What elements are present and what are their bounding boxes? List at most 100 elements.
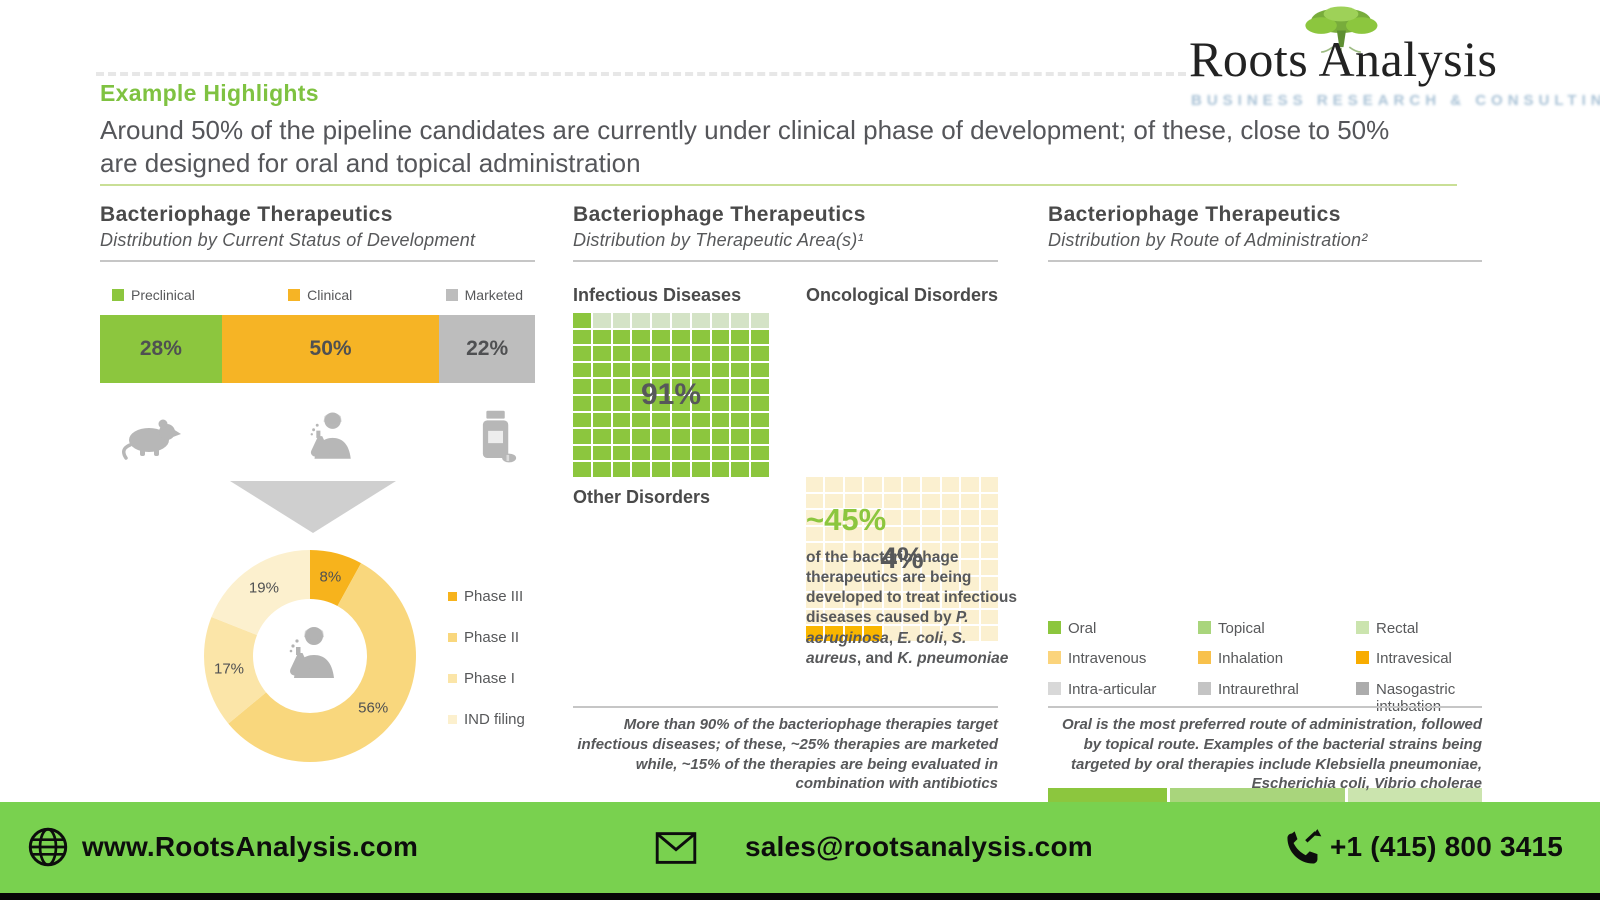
bar-segment-value: 28% xyxy=(139,337,182,360)
waffle-cell xyxy=(652,429,670,444)
waffle-cell xyxy=(806,510,824,525)
waffle-cell xyxy=(652,445,670,461)
waffle-cell xyxy=(922,526,940,542)
legend-item-clinical: Clinical xyxy=(288,287,352,303)
donut-legend-item-phase-i: Phase I xyxy=(448,670,525,687)
waffle-cell xyxy=(612,362,631,378)
pill-bottle-icon xyxy=(475,409,517,465)
donut-legend-item-phase-ii: Phase II xyxy=(448,629,525,646)
waffle-cell xyxy=(632,329,651,345)
waffle-cell xyxy=(844,493,863,509)
waffle-cell xyxy=(731,412,750,428)
waffle-cell xyxy=(652,462,670,477)
waffle-cell xyxy=(592,445,611,461)
waffle-cell xyxy=(671,362,690,378)
waffle-cell xyxy=(751,313,769,328)
waffle-cell xyxy=(825,609,843,625)
waffle-cell xyxy=(806,526,824,542)
footer-website-link[interactable]: www.RootsAnalysis.com xyxy=(82,831,419,862)
waffle-cell xyxy=(731,379,750,394)
scientist-icon xyxy=(300,408,358,466)
waffle-cell xyxy=(652,329,670,345)
waffle-cell xyxy=(902,576,921,592)
waffle-cell xyxy=(691,379,710,394)
headline-divider xyxy=(100,184,1457,186)
treemap-legend-item-intra-articular: Intra-articular xyxy=(1048,681,1198,716)
legend-label: Phase III xyxy=(464,588,524,605)
callout-text: of the bacteriophage therapeutics are be… xyxy=(806,549,1018,627)
waffle-cell xyxy=(731,445,750,461)
waffle-cell xyxy=(941,526,960,542)
waffle-cell xyxy=(883,493,901,509)
waffle-cell xyxy=(632,379,651,394)
waffle-cell xyxy=(844,477,863,492)
callout-text: , and xyxy=(856,649,898,667)
waffle-cell xyxy=(711,429,730,444)
waffle-cell xyxy=(864,609,882,625)
waffle-cell xyxy=(922,609,940,625)
waffle-cell xyxy=(691,412,710,428)
waffle-cell xyxy=(632,445,651,461)
legend-label: Phase II xyxy=(464,629,520,646)
waffle-cell xyxy=(612,346,631,361)
waffle-cell xyxy=(961,477,979,492)
legend-swatch xyxy=(1356,621,1369,634)
footer-bar: www.RootsAnalysis.com sales@rootsanalysi… xyxy=(0,802,1600,893)
panel-route-title: Bacteriophage Therapeutics xyxy=(1048,203,1341,226)
waffle-cell xyxy=(864,493,882,509)
legend-label: Intraurethral xyxy=(1218,680,1299,698)
waffle-cell xyxy=(592,412,611,428)
callout-body: of the bacteriophage therapeutics are be… xyxy=(806,548,1018,669)
legend-label: Intravesical xyxy=(1376,650,1452,668)
bar-segment-value: 22% xyxy=(466,337,509,360)
treemap-legend-item-oral: Oral xyxy=(1048,620,1198,637)
waffle-cell xyxy=(632,412,651,428)
page-title: Example Highlights xyxy=(100,80,319,106)
waffle-cell xyxy=(883,593,901,608)
panel-status-header: Bacteriophage Therapeutics Distribution … xyxy=(100,203,535,262)
legend-swatch xyxy=(448,592,457,601)
waffle-cell xyxy=(711,362,730,378)
waffle-cell xyxy=(632,462,651,477)
waffle-cell xyxy=(691,396,710,411)
waffle-cell xyxy=(844,510,863,525)
waffle-cell xyxy=(751,396,769,411)
waffle-cell xyxy=(806,609,824,625)
waffle-cell xyxy=(711,346,730,361)
footer-email-link[interactable]: sales@rootsanalysis.com xyxy=(745,831,1093,862)
waffle-cell xyxy=(922,477,940,492)
waffle-cell xyxy=(922,560,940,575)
waffle-cell xyxy=(612,445,631,461)
waffle-cell xyxy=(961,593,979,608)
waffle-cell xyxy=(806,543,824,558)
footer-phone-link[interactable]: +1 (415) 800 3415 xyxy=(1330,831,1564,862)
waffle-cell xyxy=(883,526,901,542)
waffle-cell xyxy=(632,362,651,378)
waffle-cell xyxy=(941,560,960,575)
waffle-cell xyxy=(573,346,591,361)
legend-swatch xyxy=(1048,621,1061,634)
waffle-cell xyxy=(825,493,843,509)
treemap-legend-item-intravesical: Intravesical xyxy=(1356,650,1482,667)
panel-divider xyxy=(100,260,535,262)
oncological-disorders-label: Oncological Disorders xyxy=(806,285,999,305)
waffle-cell xyxy=(883,609,901,625)
waffle-cell xyxy=(751,429,769,444)
status-stacked-bar: 28% 50% 22% xyxy=(100,315,535,383)
waffle-value-label: 91% xyxy=(640,378,702,411)
waffle-cell xyxy=(592,329,611,345)
species-name: E. coli xyxy=(897,629,943,647)
legend-label: Intravenous xyxy=(1068,650,1147,668)
waffle-cell xyxy=(844,593,863,608)
treemap-legend-item-rectal: Rectal xyxy=(1356,620,1482,637)
waffle-cell xyxy=(671,396,690,411)
waffle-cell xyxy=(751,412,769,428)
waffle-cell xyxy=(961,510,979,525)
waffle-cell xyxy=(864,560,882,575)
waffle-cell xyxy=(941,609,960,625)
donut-slice-label: 19% xyxy=(248,579,279,597)
waffle-cell xyxy=(751,362,769,378)
waffle-cell xyxy=(652,313,670,328)
waffle-cell xyxy=(902,510,921,525)
